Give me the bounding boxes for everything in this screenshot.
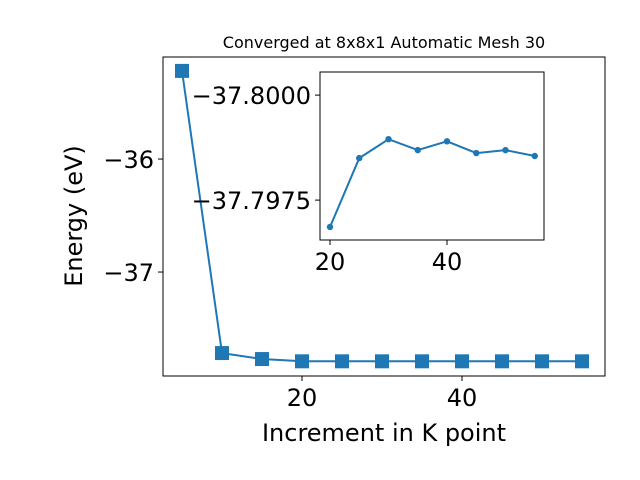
plot-area — [320, 72, 544, 240]
data-point — [375, 354, 389, 369]
x-tick-label: 40 — [432, 248, 463, 276]
data-point — [495, 354, 509, 369]
data-point — [443, 138, 451, 145]
data-point — [531, 152, 538, 160]
data-line — [329, 138, 535, 228]
data-point — [385, 136, 392, 143]
y-tick-label: −37.8000 — [192, 82, 311, 110]
data-point — [414, 146, 421, 154]
data-point — [295, 354, 309, 369]
data-point — [415, 354, 429, 369]
data-point — [502, 146, 509, 154]
axes-frame — [319, 71, 545, 241]
data-point — [215, 346, 229, 361]
x-axis-label: Increment in K point — [262, 419, 506, 447]
data-point — [575, 354, 589, 369]
data-point — [175, 63, 189, 78]
data-point — [255, 352, 269, 367]
data-point — [335, 354, 349, 369]
x-tick-label: 20 — [287, 384, 318, 412]
y-axis-label: Energy (eV) — [60, 145, 88, 287]
x-tick-label: 20 — [315, 248, 346, 276]
y-tick-label: −37.7975 — [192, 187, 311, 215]
data-point — [473, 149, 480, 157]
data-point — [455, 354, 469, 369]
y-tick-label: −37 — [103, 259, 154, 287]
axes-frame — [162, 56, 606, 377]
data-point — [356, 154, 363, 162]
data-point — [326, 223, 334, 231]
y-tick-label: −36 — [103, 146, 154, 174]
x-tick-label: 40 — [447, 384, 478, 412]
chart-title: Converged at 8x8x1 Automatic Mesh 30 — [223, 33, 545, 52]
data-point — [535, 354, 549, 369]
